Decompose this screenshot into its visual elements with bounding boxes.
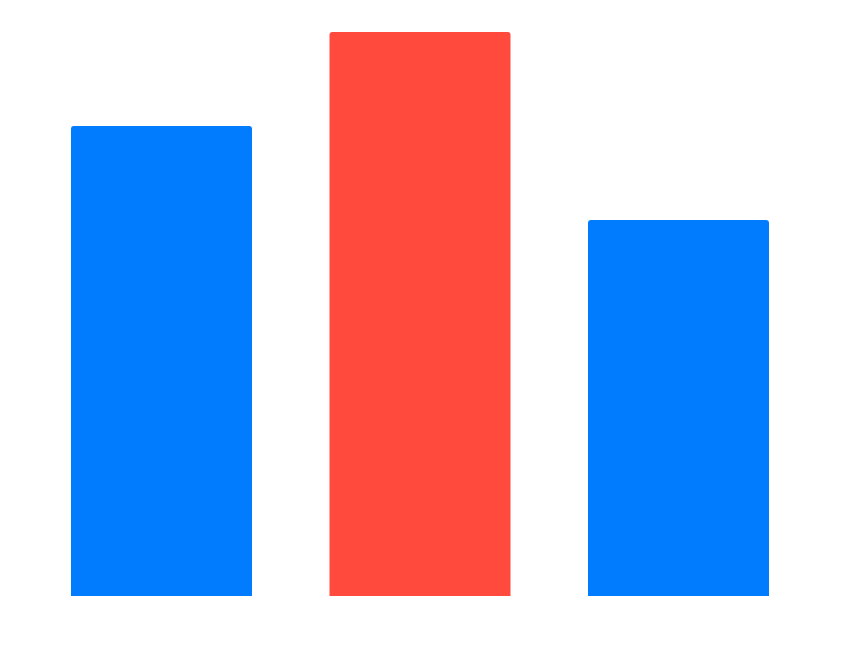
- bar-2: [329, 32, 511, 596]
- bar-3: [588, 220, 769, 596]
- bar-1: [71, 126, 252, 596]
